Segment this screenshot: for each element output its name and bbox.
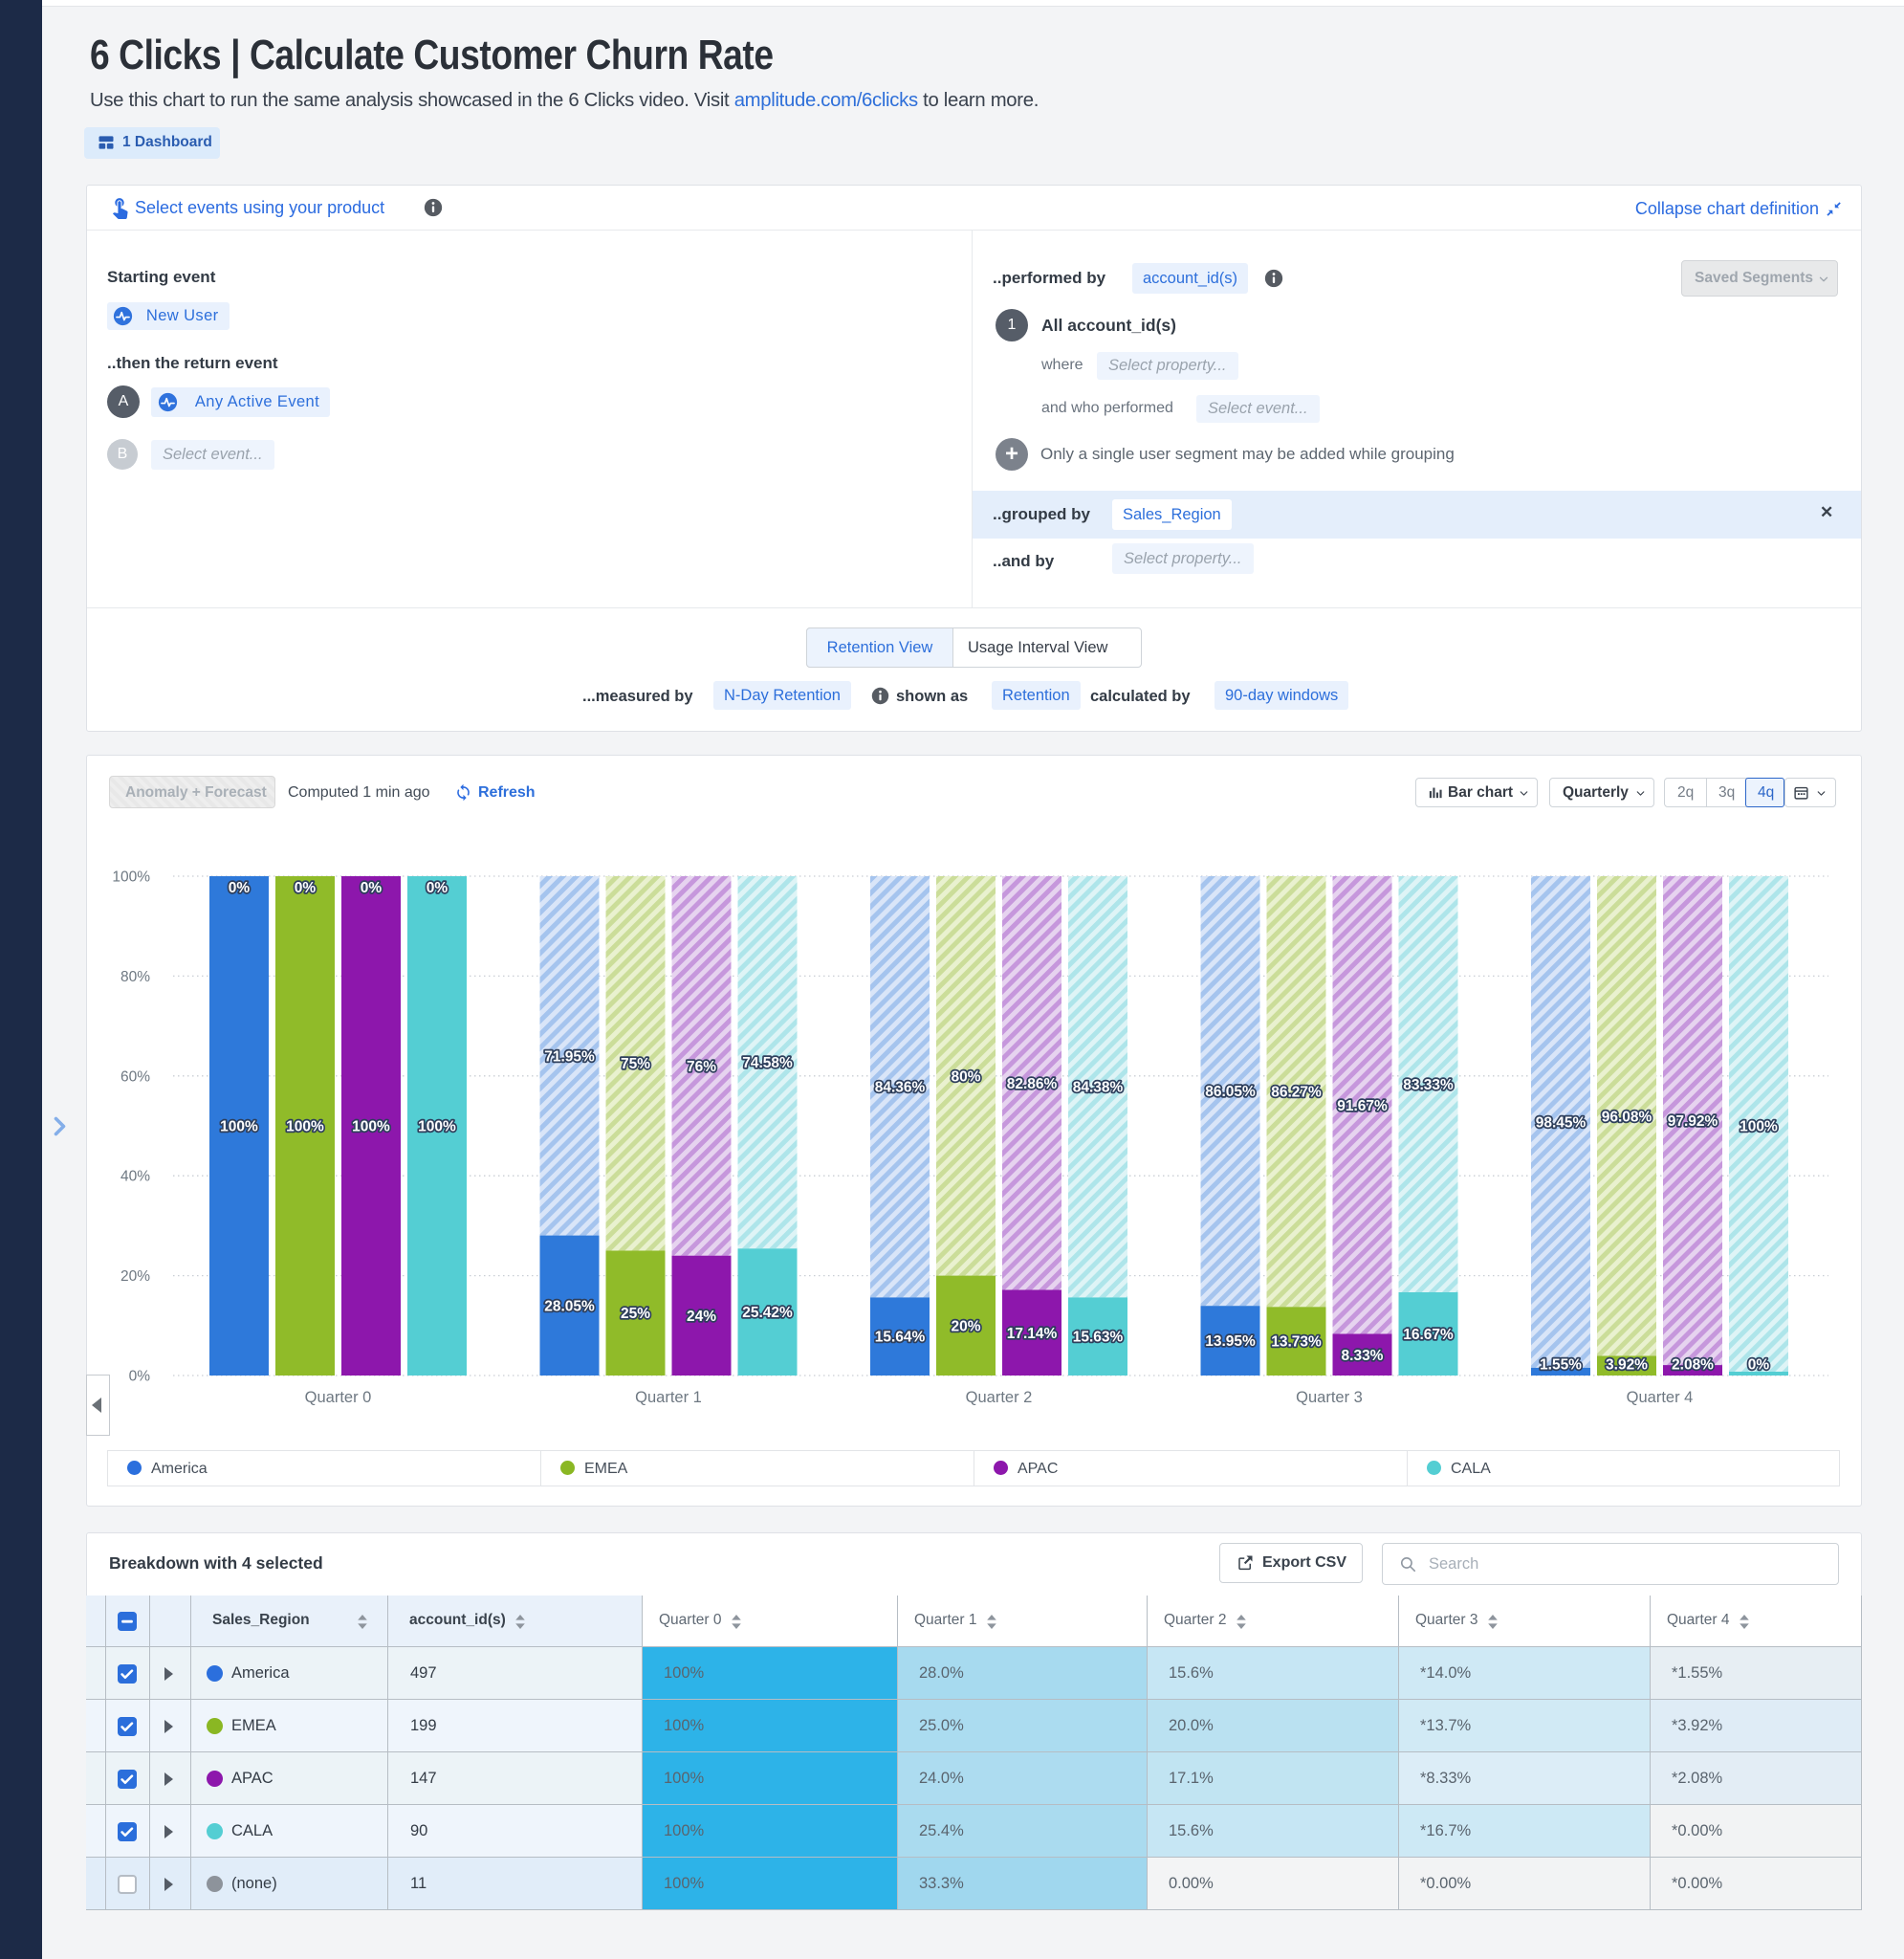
svg-text:15.64%: 15.64% [875, 1330, 926, 1346]
svg-text:100%: 100% [1740, 1119, 1778, 1135]
svg-text:0%: 0% [129, 1369, 151, 1385]
svg-text:75%: 75% [621, 1056, 650, 1072]
svg-text:40%: 40% [120, 1169, 150, 1185]
svg-text:0%: 0% [295, 880, 317, 896]
svg-text:80%: 80% [120, 969, 150, 985]
svg-text:84.38%: 84.38% [1073, 1080, 1124, 1096]
svg-text:8.33%: 8.33% [1342, 1348, 1384, 1364]
svg-text:16.67%: 16.67% [1403, 1327, 1454, 1343]
svg-text:100%: 100% [418, 1119, 456, 1135]
svg-text:Quarter 1: Quarter 1 [635, 1389, 702, 1406]
svg-text:80%: 80% [951, 1068, 980, 1085]
svg-text:86.05%: 86.05% [1205, 1084, 1256, 1100]
svg-text:0%: 0% [361, 880, 383, 896]
svg-text:20%: 20% [120, 1268, 150, 1285]
svg-text:13.95%: 13.95% [1205, 1333, 1256, 1350]
svg-text:13.73%: 13.73% [1271, 1334, 1322, 1351]
svg-text:1.55%: 1.55% [1540, 1357, 1582, 1374]
svg-text:97.92%: 97.92% [1668, 1113, 1718, 1130]
svg-text:86.27%: 86.27% [1271, 1085, 1322, 1101]
svg-text:100%: 100% [112, 869, 150, 886]
svg-text:20%: 20% [951, 1318, 980, 1334]
svg-text:83.33%: 83.33% [1403, 1077, 1454, 1093]
svg-text:25.42%: 25.42% [742, 1305, 793, 1321]
svg-text:82.86%: 82.86% [1007, 1076, 1058, 1092]
svg-text:100%: 100% [286, 1119, 324, 1135]
svg-text:91.67%: 91.67% [1337, 1098, 1388, 1114]
svg-text:24%: 24% [687, 1309, 716, 1325]
svg-text:Quarter 4: Quarter 4 [1627, 1389, 1694, 1406]
svg-text:100%: 100% [220, 1119, 258, 1135]
svg-text:100%: 100% [352, 1119, 390, 1135]
svg-text:84.36%: 84.36% [875, 1080, 926, 1096]
svg-text:0%: 0% [427, 880, 449, 896]
svg-text:0%: 0% [229, 880, 251, 896]
svg-text:71.95%: 71.95% [544, 1048, 595, 1065]
svg-text:Quarter 0: Quarter 0 [305, 1389, 372, 1406]
svg-text:74.58%: 74.58% [742, 1055, 793, 1071]
svg-text:3.92%: 3.92% [1606, 1357, 1648, 1374]
svg-text:98.45%: 98.45% [1536, 1115, 1587, 1132]
svg-text:Quarter 3: Quarter 3 [1296, 1389, 1363, 1406]
svg-text:2.08%: 2.08% [1672, 1357, 1714, 1374]
svg-text:0%: 0% [1748, 1357, 1770, 1374]
svg-text:60%: 60% [120, 1068, 150, 1085]
svg-text:15.63%: 15.63% [1073, 1330, 1124, 1346]
svg-text:25%: 25% [621, 1306, 650, 1322]
svg-text:Quarter 2: Quarter 2 [966, 1389, 1033, 1406]
svg-text:96.08%: 96.08% [1602, 1109, 1652, 1125]
svg-text:17.14%: 17.14% [1007, 1326, 1058, 1342]
svg-text:28.05%: 28.05% [544, 1298, 595, 1314]
svg-text:76%: 76% [687, 1059, 716, 1075]
